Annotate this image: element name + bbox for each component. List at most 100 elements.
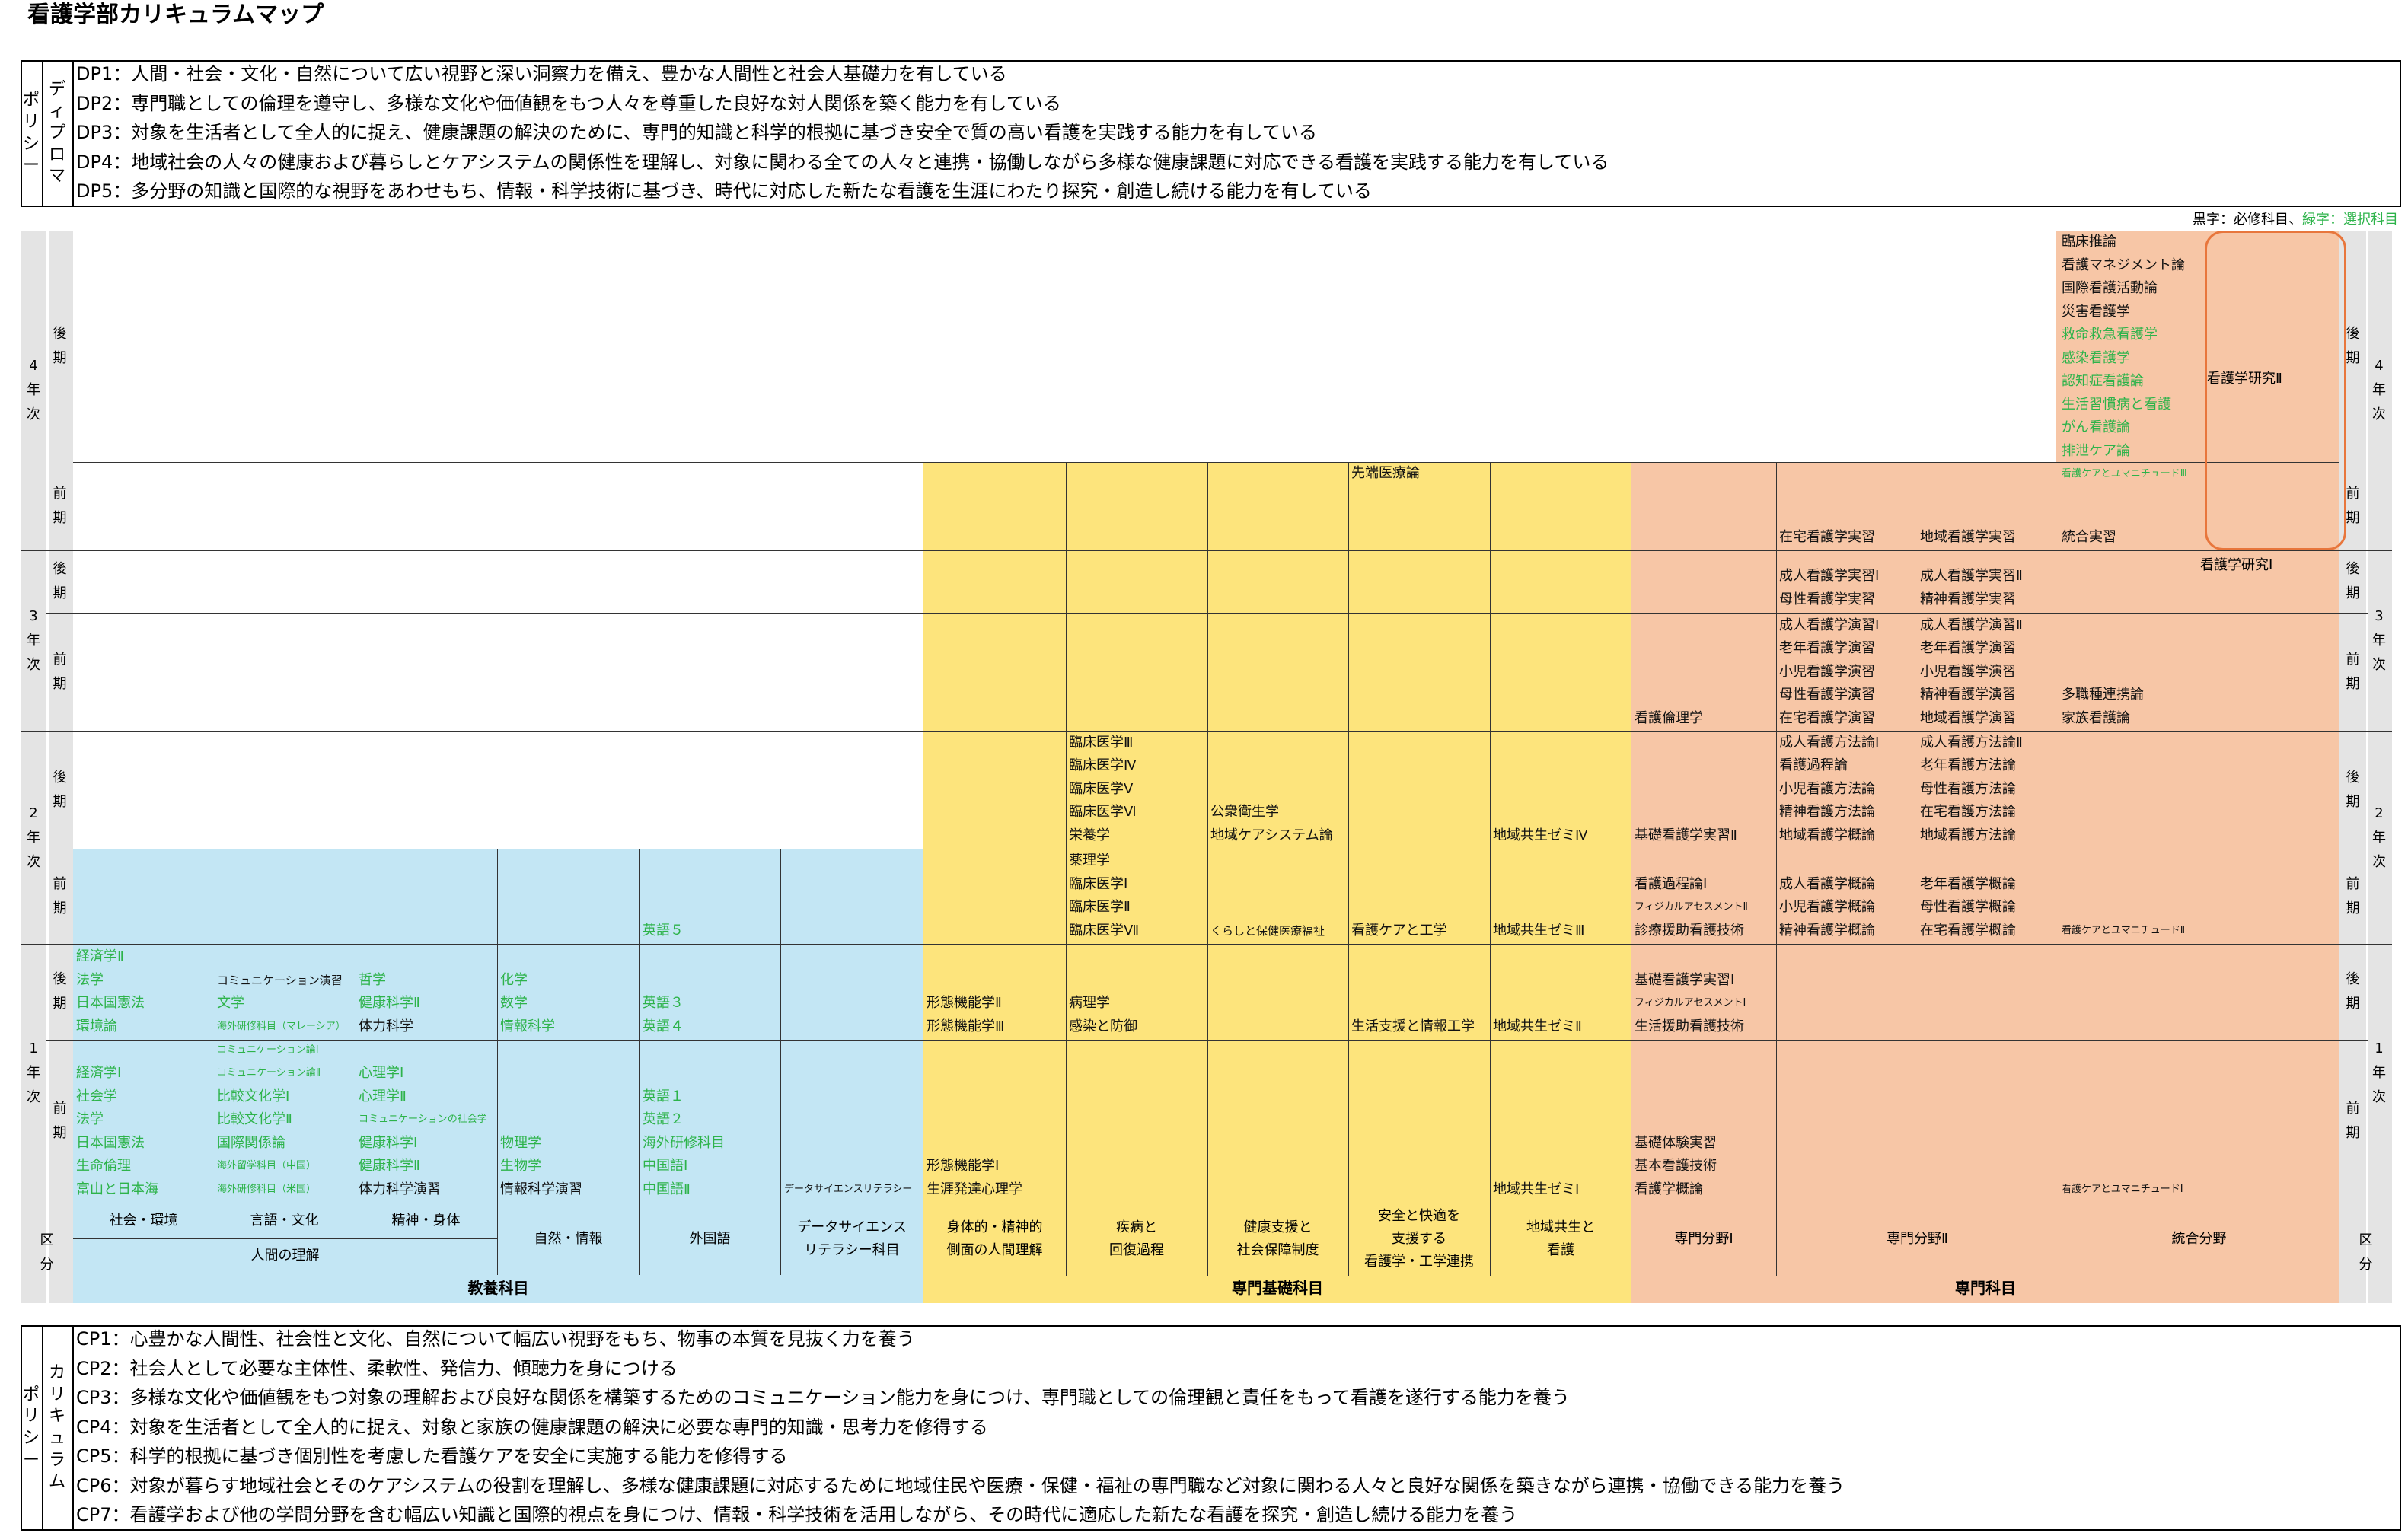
term-early-4-left: 前期: [53, 486, 67, 526]
course-item: 統合実習: [2062, 528, 2116, 545]
diploma-policy-label-1: ディプロマ: [48, 80, 65, 186]
course-item: 災害看護学: [2062, 303, 2130, 320]
cell-y2l-chiiki: 地域共生ゼミⅣ: [1493, 824, 1588, 848]
course-item: 老年看護学演習: [1920, 640, 2016, 656]
cell-y2l-senmon2b: 成人看護方法論Ⅱ 老年看護方法論 母性看護方法論 在宅看護方法論 地域看護方法論: [1920, 731, 2023, 848]
legend-elective: 緑字：選択科目: [2302, 212, 2398, 228]
course-item: 看護過程論: [1779, 757, 1848, 773]
left-gutter-b: [49, 231, 73, 1303]
course-item: 心理学Ⅰ: [359, 1065, 404, 1081]
curriculum-policy-box: [21, 1325, 2401, 1531]
course-item: 英語１: [643, 1088, 684, 1104]
course-item: 健康科学Ⅱ: [359, 995, 420, 1011]
cp-item: CP6：対象が暮らす地域社会とそのケアシステムの役割を理解し、多様な健康課題に対…: [76, 1474, 1845, 1496]
course-item: がん看護論: [2062, 419, 2130, 435]
cell-y2l-senmon2a: 成人看護方法論Ⅰ 看護過程論 小児看護方法論 精神看護方法論 地域看護学概論: [1779, 731, 1879, 848]
course-item: 生活習慣病と看護: [2062, 396, 2171, 413]
cp-item: CP2：社会人として必要な主体性、柔軟性、発信力、傾聴力を身につける: [76, 1357, 678, 1379]
cell-y3l-senmon2b: 成人看護学実習Ⅱ 精神看護学実習: [1920, 565, 2023, 611]
legend: 黒字：必修科目、緑字：選択科目: [2193, 209, 2398, 228]
course-item: 成人看護方法論Ⅱ: [1920, 734, 2023, 751]
course-item: 小児看護方法論: [1779, 780, 1875, 797]
cell-y1l-chiiki: 地域共生ゼミⅡ: [1493, 1015, 1582, 1039]
course-item: 看護ケアとユマニチュードⅢ: [2062, 468, 2187, 480]
course-item: 海外研修科目（米国）: [217, 1183, 317, 1195]
course-item: 文学: [217, 995, 244, 1011]
course-item: 小児看護学演習: [1779, 663, 1875, 680]
term-early-4-right: 前期: [2346, 486, 2360, 526]
cell-y1e-senmon1: 基礎体験実習 基本看護技術 看護学概論: [1635, 1132, 1717, 1202]
course-item: 基礎看護学実習Ⅰ: [1635, 971, 1735, 988]
course-item: 臨床医学Ⅵ: [1069, 804, 1137, 820]
cell-y2e-shippei: 薬理学 臨床医学Ⅰ 臨床医学Ⅱ 臨床医学Ⅶ: [1069, 849, 1139, 942]
kubun-label-left: 区分: [40, 1232, 54, 1273]
course-item: くらしと保健医療福祉: [1210, 923, 1325, 938]
dp-item: DP2：専門職としての倫理を遵守し、多様な文化や価値観をもつ人々を尊重した良好な…: [76, 92, 1061, 114]
cell-y2e-senmon2b: 老年看護学概論 母性看護学概論 在宅看護学概論: [1920, 873, 2016, 943]
diploma-policy-box: [21, 60, 2401, 207]
course-item: 家族看護論: [2062, 709, 2130, 726]
course-item: 生活支援と情報工学: [1351, 1018, 1475, 1034]
right-gutter-a: [2339, 231, 2366, 1303]
cell-y1l-gaikoku: 英語３ 英語４: [643, 992, 684, 1038]
course-item: 成人看護学演習Ⅱ: [1920, 617, 2023, 633]
course-item: 生物学: [500, 1158, 541, 1174]
cell-y1e-togo: 看護ケアとユマニチュードⅠ: [2062, 1178, 2183, 1202]
course-item: 社会学: [76, 1088, 117, 1104]
term-late-1-left: 後期: [53, 971, 67, 1012]
cell-y2e-chiiki: 地域共生ゼミⅢ: [1493, 919, 1584, 943]
course-item: 情報科学: [500, 1018, 555, 1034]
course-item: 中国語Ⅱ: [643, 1181, 691, 1197]
course-item: 母性看護学演習: [1779, 687, 1875, 703]
course-item: 臨床医学Ⅰ: [1069, 875, 1128, 892]
course-item: 地域看護学実習: [1920, 528, 2016, 545]
course-item: 経済学Ⅰ: [76, 1065, 122, 1081]
category-senmon: 専門科目: [1955, 1279, 2016, 1297]
course-item: 排泄ケア論: [2062, 442, 2130, 459]
course-item: 英語５: [643, 922, 684, 939]
course-item: 健康科学Ⅱ: [359, 1158, 420, 1174]
course-item: コミュニケーションの社会学: [359, 1114, 487, 1125]
course-item: 英語３: [643, 995, 684, 1011]
header-kenko: 健康支援と 社会保障制度: [1236, 1219, 1319, 1258]
header-data: データサイエンス リテラシー科目: [797, 1219, 907, 1258]
course-item: 臨床医学Ⅴ: [1069, 780, 1134, 797]
header-senmon1: 専門分野Ⅰ: [1674, 1231, 1733, 1247]
course-item: 形態機能学Ⅲ: [927, 1018, 1005, 1034]
cell-y1e-shakai: 経済学Ⅰ 社会学 法学 日本国憲法 生命倫理 富山と日本海: [76, 1062, 158, 1201]
header-shizen: 自然・情報: [534, 1231, 603, 1247]
cell-y2e-senmon2a: 成人看護学概論 小児看護学概論 精神看護学概論: [1779, 873, 1875, 943]
course-item: 看護ケアと工学: [1351, 922, 1447, 939]
cell-y4l-research: 看護学研究Ⅱ: [2207, 371, 2282, 387]
course-item: 法学: [76, 1111, 104, 1127]
header-gengo: 言語・文化: [250, 1213, 319, 1229]
course-item: 経済学Ⅱ: [76, 948, 124, 964]
course-item: 臨床医学Ⅳ: [1069, 757, 1137, 773]
course-item: 地域共生ゼミⅢ: [1493, 922, 1585, 939]
band-kyoyo: [73, 849, 923, 1303]
course-item: 地域看護学演習: [1920, 709, 2016, 726]
page-title: 看護学部カリキュラムマップ: [27, 2, 324, 28]
cell-y3l-senmon2a: 成人看護学実習Ⅰ 母性看護学実習: [1779, 565, 1879, 611]
course-item: 在宅看護学実習: [1779, 528, 1875, 545]
header-anzen: 安全と快適を 支援する 看護学・工学連携: [1364, 1208, 1474, 1270]
band-senmon: [1631, 462, 2339, 1303]
course-item: 看護過程論Ⅰ: [1635, 875, 1708, 892]
course-item: 比較文化学Ⅰ: [217, 1088, 290, 1104]
curriculum-policy-list: CP1：心豊かな人間性、社会性と文化、自然について幅広い視野をもち、物事の本質を…: [76, 1324, 1845, 1530]
cell-y1e-gaikoku: 英語１ 英語２ 海外研修科目 中国語Ⅰ 中国語Ⅱ: [643, 1085, 725, 1202]
course-item: 地域看護方法論: [1920, 827, 2016, 843]
course-item: データサイエンスリテラシー: [784, 1183, 913, 1195]
course-item: 海外研修科目（マレーシア）: [217, 1020, 346, 1032]
course-item: コミュニケーション論Ⅰ: [217, 1044, 319, 1056]
course-item: 臨床医学Ⅱ: [1069, 899, 1131, 915]
cell-y4e-togo: 統合実習: [2062, 526, 2116, 550]
course-item: 基本看護技術: [1635, 1158, 1717, 1174]
cell-y4l-anzen: 先端医療論: [1351, 462, 1420, 486]
header-chiiki: 地域共生と 看護: [1526, 1219, 1595, 1258]
cell-y3e-togo: 多職種連携論 家族看護論: [2062, 684, 2144, 730]
course-item: 地域共生ゼミⅡ: [1493, 1018, 1582, 1034]
